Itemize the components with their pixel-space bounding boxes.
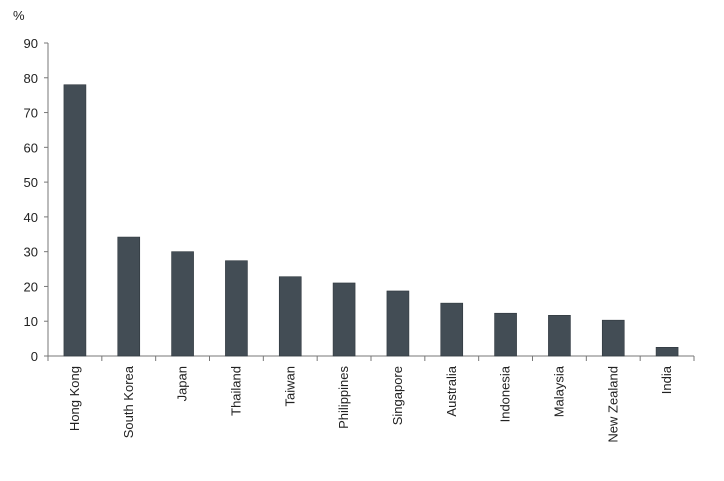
y-axis-label: %: [13, 8, 25, 23]
x-tick-label: Australia: [444, 365, 459, 416]
bar-taiwan: [278, 276, 302, 357]
x-tick-label: Philippines: [336, 366, 351, 429]
x-tick-label: Thailand: [228, 366, 243, 416]
y-tick-label: 80: [24, 71, 38, 86]
bars: [63, 84, 679, 357]
bar-indonesia: [494, 312, 517, 357]
x-tick-label: Japan: [175, 366, 190, 401]
y-tick-label: 30: [24, 245, 38, 260]
bar-new-zealand: [601, 319, 625, 357]
x-tick-label: Malaysia: [551, 365, 566, 417]
x-tick-label: Hong Kong: [67, 366, 82, 431]
y-tick-label: 40: [24, 210, 38, 225]
y-tick-label: 70: [24, 106, 38, 121]
bar-japan: [171, 251, 194, 357]
y-tick-label: 60: [24, 140, 38, 155]
y-tick-label: 50: [24, 175, 38, 190]
x-tick-label: New Zealand: [605, 366, 620, 443]
bar-singapore: [386, 290, 410, 357]
bar-thailand: [225, 260, 248, 357]
bar-india: [655, 347, 679, 357]
y-axis: 0 10 20 30 40 50 60 70 80 90: [24, 36, 49, 364]
bar-malaysia: [548, 315, 571, 357]
y-tick-label: 10: [24, 314, 38, 329]
x-tick-label: Singapore: [390, 366, 405, 425]
x-tick-label: South Korea: [121, 365, 136, 438]
x-tick-label: India: [659, 365, 674, 394]
x-axis: Hong Kong South Korea Japan Thailand Taiwan P…: [47, 355, 695, 443]
bar-south-korea: [117, 236, 141, 357]
y-tick-label: 0: [31, 349, 38, 364]
bar-philippines: [332, 282, 356, 357]
y-tick-label: 20: [24, 279, 38, 294]
y-tick-label: 90: [24, 36, 38, 51]
bar-hong-kong: [63, 84, 87, 357]
bar-australia: [440, 302, 464, 357]
x-tick-label: Indonesia: [498, 365, 513, 422]
x-tick-label: Taiwan: [282, 366, 297, 406]
